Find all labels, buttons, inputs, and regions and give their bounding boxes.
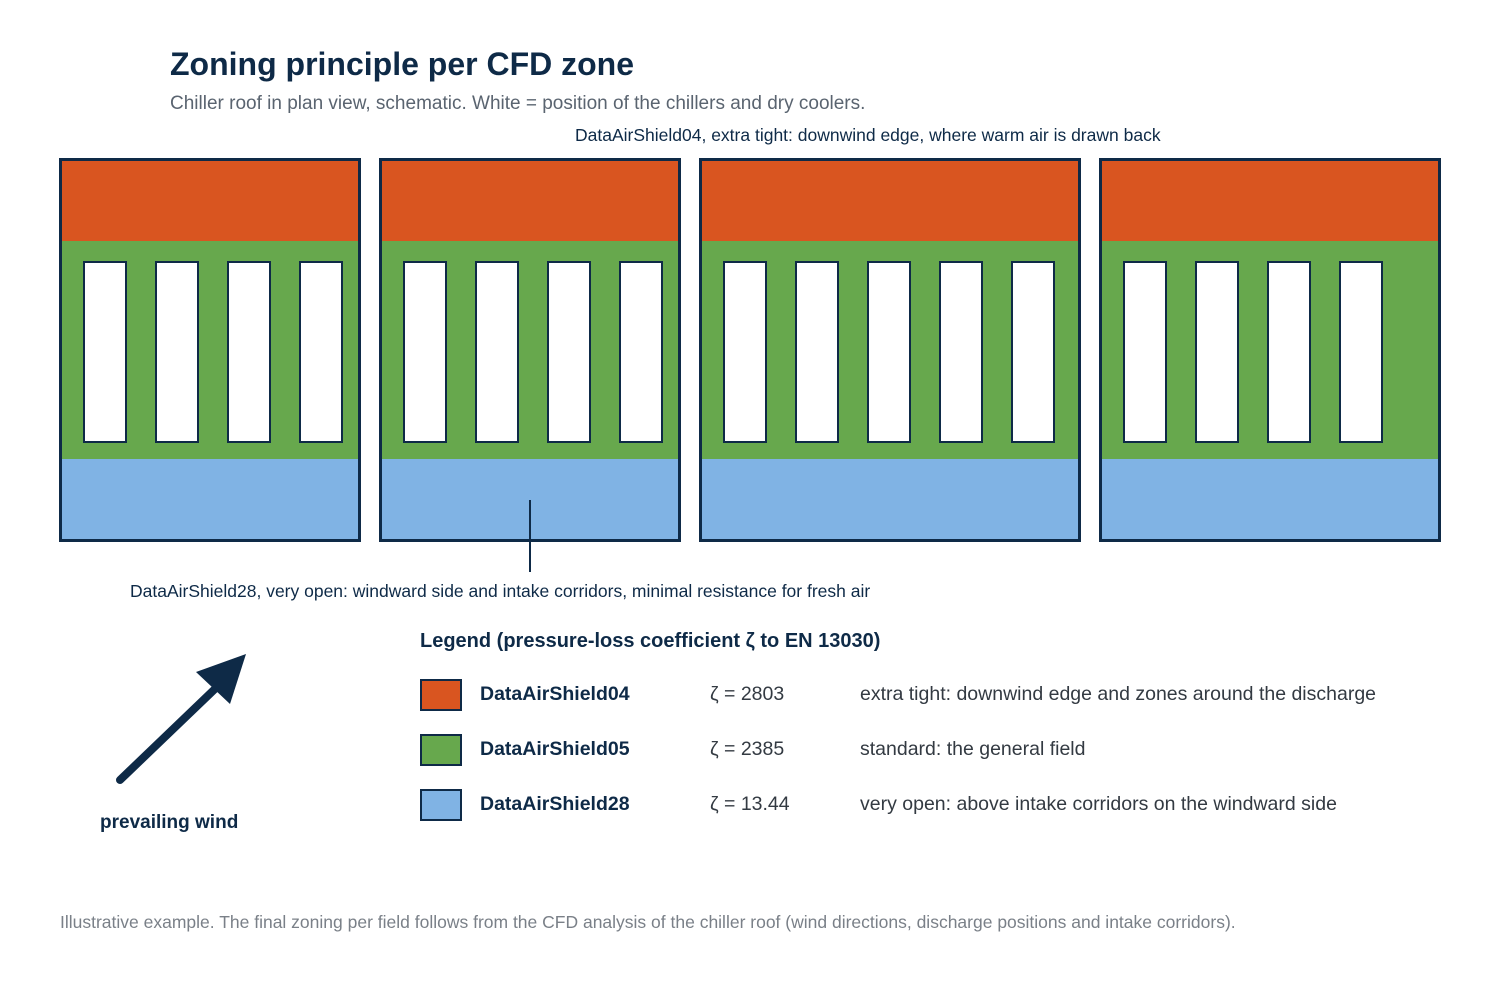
chiller-unit xyxy=(723,261,767,443)
chiller-unit xyxy=(795,261,839,443)
chiller-unit xyxy=(547,261,591,443)
annotation-top: DataAirShield04, extra tight: downwind e… xyxy=(575,125,1161,145)
legend-product-name: DataAirShield28 xyxy=(480,793,630,815)
chiller-unit xyxy=(619,261,663,443)
roof-field-3 xyxy=(699,158,1081,542)
wind-direction-arrow-icon xyxy=(116,654,246,784)
zone-very-open xyxy=(62,459,358,539)
chiller-unit xyxy=(1123,261,1167,443)
roof-field-2 xyxy=(379,158,681,542)
legend-item: DataAirShield05 ζ = 2385 standard: the g… xyxy=(420,734,1480,766)
wind-label: prevailing wind xyxy=(100,812,239,833)
chiller-unit xyxy=(475,261,519,443)
legend-product-name: DataAirShield05 xyxy=(480,738,630,760)
chiller-unit xyxy=(83,261,127,443)
zone-very-open xyxy=(702,459,1078,539)
chiller-unit xyxy=(155,261,199,443)
legend-zeta-value: ζ = 2385 xyxy=(710,738,785,760)
legend-swatch-standard xyxy=(420,734,462,766)
zone-extra-tight xyxy=(62,161,358,241)
chiller-unit xyxy=(939,261,983,443)
chiller-unit xyxy=(1267,261,1311,443)
zone-extra-tight xyxy=(1102,161,1438,241)
annotation-bottom: DataAirShield28, very open: windward sid… xyxy=(130,581,871,601)
legend-zeta-value: ζ = 13.44 xyxy=(710,793,790,815)
chiller-unit xyxy=(227,261,271,443)
zone-extra-tight xyxy=(382,161,678,241)
roof-field-1 xyxy=(59,158,361,542)
legend-title: Legend (pressure-loss coefficient ζ to E… xyxy=(420,630,881,652)
chiller-unit xyxy=(299,261,343,443)
page-subtitle: Chiller roof in plan view, schematic. Wh… xyxy=(170,93,866,114)
footnote: Illustrative example. The final zoning p… xyxy=(60,912,1236,932)
zone-very-open xyxy=(1102,459,1438,539)
zone-extra-tight xyxy=(702,161,1078,241)
legend-swatch-very-open xyxy=(420,789,462,821)
legend-description: very open: above intake corridors on the… xyxy=(860,793,1337,815)
legend-swatch-extra-tight xyxy=(420,679,462,711)
legend-item: DataAirShield04 ζ = 2803 extra tight: do… xyxy=(420,679,1480,711)
annotation-bottom-leader xyxy=(529,500,531,572)
legend-item: DataAirShield28 ζ = 13.44 very open: abo… xyxy=(420,789,1480,821)
page-title: Zoning principle per CFD zone xyxy=(170,46,634,82)
chiller-unit xyxy=(1339,261,1383,443)
roof-field-4 xyxy=(1099,158,1441,542)
chiller-unit xyxy=(1011,261,1055,443)
chiller-unit xyxy=(1195,261,1239,443)
chiller-unit xyxy=(403,261,447,443)
legend-product-name: DataAirShield04 xyxy=(480,683,630,705)
chiller-unit xyxy=(867,261,911,443)
legend-description: extra tight: downwind edge and zones aro… xyxy=(860,683,1377,705)
legend-zeta-value: ζ = 2803 xyxy=(710,683,785,705)
legend-description: standard: the general field xyxy=(860,738,1086,760)
